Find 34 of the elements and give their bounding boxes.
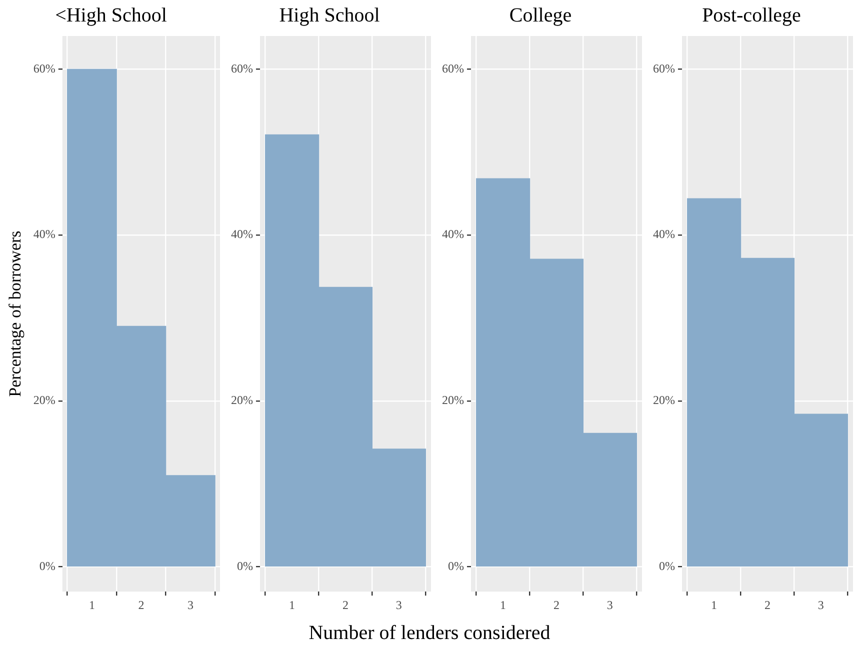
chart-title: <High School <box>55 4 168 26</box>
y-tick-label: 60% <box>652 61 675 76</box>
y-tick-label: 0% <box>39 558 56 573</box>
y-tick-label: 20% <box>442 393 464 408</box>
y-tick-label: 20% <box>652 393 675 408</box>
x-tick-label: 1 <box>289 598 296 612</box>
y-tick-label: 40% <box>442 227 464 242</box>
x-tick-label: 3 <box>818 598 824 612</box>
x-tick-label: 2 <box>764 598 770 612</box>
x-tick-label: 2 <box>342 598 348 612</box>
y-tick-label: 0% <box>658 558 675 573</box>
y-tick-label: 0% <box>448 558 464 573</box>
x-tick-label: 3 <box>187 598 194 612</box>
y-tick-label: 40% <box>33 227 56 242</box>
y-tick-label: 20% <box>230 393 253 408</box>
y-tick-label: 60% <box>33 61 56 76</box>
y-tick-label: 0% <box>236 558 253 573</box>
x-tick-label: 1 <box>88 598 95 612</box>
chart-title: High School <box>279 4 380 26</box>
y-tick-label: 40% <box>652 227 675 242</box>
y-tick-label: 20% <box>33 393 56 408</box>
y-tick-label: 40% <box>230 227 253 242</box>
y-axis-title: Percentage of borrowers <box>6 230 25 397</box>
x-tick-label: 2 <box>138 598 144 612</box>
y-tick-label: 60% <box>230 61 253 76</box>
x-tick-label: 3 <box>396 598 402 612</box>
x-tick-label: 1 <box>500 598 506 612</box>
x-axis-title: Number of lenders considered <box>308 621 552 645</box>
x-tick-label: 3 <box>606 598 613 612</box>
x-tick-label: 1 <box>711 598 718 612</box>
x-tick-label: 2 <box>554 598 560 612</box>
y-tick-label: 60% <box>442 61 464 76</box>
chart-title: Post-college <box>702 4 802 26</box>
chart-title: College <box>509 4 572 26</box>
